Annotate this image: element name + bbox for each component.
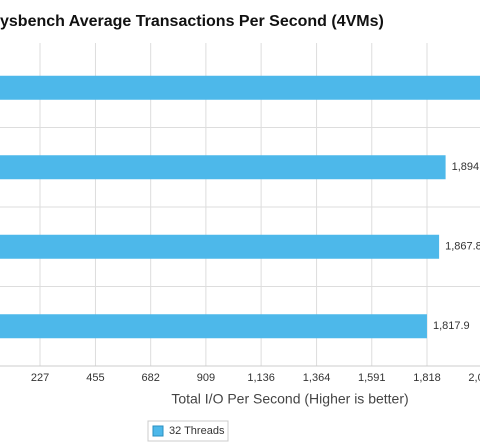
x-tick-label: 1,364 (303, 372, 331, 384)
x-axis-title: Total I/O Per Second (Higher is better) (171, 391, 408, 407)
x-tick-label: 455 (86, 372, 104, 384)
bar (0, 155, 446, 180)
x-tick-label: 1,591 (358, 372, 386, 384)
bar (0, 75, 480, 100)
chart-title: ysbench Average Transactions Per Second … (0, 13, 384, 30)
x-tick-label: 1,818 (413, 372, 441, 384)
x-tick-label: 1,136 (247, 372, 275, 384)
bar (0, 314, 427, 339)
data-label: 1,867.8 (445, 241, 480, 253)
legend-swatch (152, 425, 164, 437)
x-tick-label: 682 (142, 372, 160, 384)
bar (0, 234, 440, 259)
x-tick-label: 2,045 (468, 372, 480, 384)
data-label: 1,817.9 (433, 320, 470, 332)
legend-box (147, 420, 229, 442)
x-tick-label: 227 (31, 372, 49, 384)
x-tick-label: 909 (197, 372, 215, 384)
data-label: 1,894.5 (452, 161, 480, 173)
legend-label: 32 Threads (169, 425, 225, 437)
